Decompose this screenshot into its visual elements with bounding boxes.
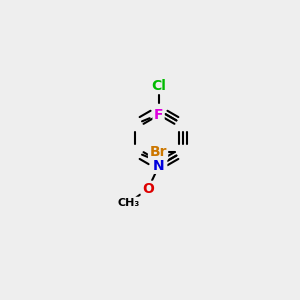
Text: Cl: Cl <box>151 154 166 169</box>
Text: F: F <box>154 107 163 122</box>
Text: Cl: Cl <box>152 79 166 93</box>
Text: Br: Br <box>149 145 167 159</box>
Text: O: O <box>142 182 154 196</box>
Text: N: N <box>153 159 165 172</box>
Text: CH₃: CH₃ <box>118 198 140 208</box>
